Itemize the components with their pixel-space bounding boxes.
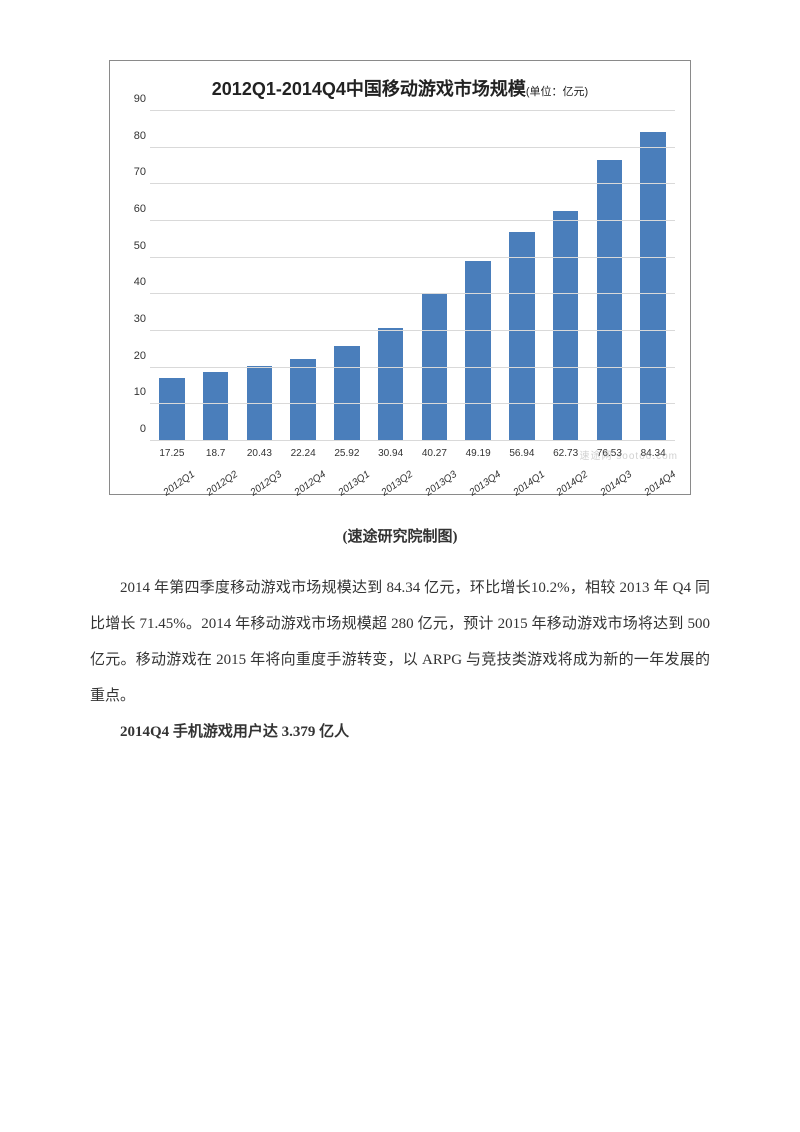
- chart-bar-wrap: 49.19: [460, 261, 497, 441]
- chart-bar: [553, 211, 579, 441]
- chart-y-tick: 10: [122, 386, 146, 398]
- chart-y-tick: 60: [122, 203, 146, 215]
- paragraph-text: 2014 年第四季度移动游戏市场规模达到 84.34 亿元，环比增长10.2%，…: [90, 580, 710, 704]
- chart-x-label: 2013Q3: [423, 469, 459, 499]
- chart-bar-wrap: 84.34: [635, 132, 672, 441]
- chart-x-label: 2014Q4: [641, 469, 677, 499]
- chart-x-axis-labels: 2012Q12012Q22012Q32012Q42013Q12013Q22013…: [150, 463, 675, 474]
- chart-bar-wrap: 56.94: [504, 232, 541, 441]
- chart-x-label: 2014Q2: [554, 469, 590, 499]
- chart-bar-value-label: 17.25: [159, 448, 184, 459]
- chart-bar: [640, 132, 666, 441]
- chart-caption: (速途研究院制图): [90, 525, 710, 546]
- chart-bar-value-label: 56.94: [509, 448, 534, 459]
- chart-bar-value-label: 22.24: [291, 448, 316, 459]
- chart-gridline: [150, 440, 675, 441]
- chart-bars: 17.2518.720.4322.2425.9230.9440.2749.195…: [150, 111, 675, 441]
- chart-container: 2012Q1-2014Q4中国移动游戏市场规模(单位：亿元) 17.2518.7…: [109, 60, 691, 495]
- body-paragraph: 2014 年第四季度移动游戏市场规模达到 84.34 亿元，环比增长10.2%，…: [90, 570, 710, 714]
- chart-y-tick: 40: [122, 276, 146, 288]
- chart-gridline: [150, 367, 675, 368]
- chart-gridline: [150, 220, 675, 221]
- document-page: 2012Q1-2014Q4中国移动游戏市场规模(单位：亿元) 17.2518.7…: [0, 0, 800, 790]
- chart-y-tick: 20: [122, 350, 146, 362]
- chart-bar-value-label: 25.92: [334, 448, 359, 459]
- chart-x-label: 2012Q4: [291, 469, 327, 499]
- chart-x-label: 2012Q2: [204, 469, 240, 499]
- chart-x-label: 2013Q1: [335, 469, 371, 499]
- chart-bar-value-label: 20.43: [247, 448, 272, 459]
- chart-bar-wrap: 76.53: [591, 160, 628, 441]
- chart-watermark: 速途网 sootoo.com: [580, 447, 678, 462]
- chart-title-unit: (单位：亿元): [526, 86, 588, 98]
- chart-y-tick: 90: [122, 93, 146, 105]
- chart-x-label: 2014Q1: [510, 469, 546, 499]
- chart-gridline: [150, 183, 675, 184]
- chart-bar: [465, 261, 491, 441]
- chart-bar-wrap: 30.94: [372, 328, 409, 441]
- chart-x-label: 2013Q4: [466, 469, 502, 499]
- chart-bar-value-label: 49.19: [466, 448, 491, 459]
- chart-bar: [203, 372, 229, 441]
- chart-x-label: 2014Q3: [598, 469, 634, 499]
- chart-bar: [597, 160, 623, 441]
- chart-bar-wrap: 17.25: [154, 378, 191, 441]
- chart-x-label: 2013Q2: [379, 469, 415, 499]
- chart-gridline: [150, 110, 675, 111]
- chart-plot-area: 17.2518.720.4322.2425.9230.9440.2749.195…: [150, 111, 675, 441]
- chart-y-tick: 70: [122, 166, 146, 178]
- chart-gridline: [150, 293, 675, 294]
- chart-bar: [509, 232, 535, 441]
- chart-y-tick: 30: [122, 313, 146, 325]
- chart-y-tick: 80: [122, 130, 146, 142]
- sub-heading-text: 2014Q4 手机游戏用户达 3.379 亿人: [120, 724, 349, 740]
- chart-bar: [334, 346, 360, 441]
- chart-x-label: 2012Q3: [248, 469, 284, 499]
- chart-title: 2012Q1-2014Q4中国移动游戏市场规模(单位：亿元): [120, 75, 680, 101]
- chart-bar: [378, 328, 404, 441]
- chart-x-label: 2012Q1: [160, 469, 196, 499]
- chart-bar: [290, 359, 316, 441]
- chart-gridline: [150, 147, 675, 148]
- chart-bar-value-label: 62.73: [553, 448, 578, 459]
- chart-title-main: 2012Q1-2014Q4中国移动游戏市场规模: [212, 79, 526, 99]
- chart-bar-value-label: 30.94: [378, 448, 403, 459]
- chart-bar-wrap: 25.92: [329, 346, 366, 441]
- chart-bar-value-label: 40.27: [422, 448, 447, 459]
- sub-heading: 2014Q4 手机游戏用户达 3.379 亿人: [90, 714, 710, 750]
- chart-bar-wrap: 62.73: [547, 211, 584, 441]
- chart-y-tick: 50: [122, 240, 146, 252]
- chart-gridline: [150, 403, 675, 404]
- chart-gridline: [150, 257, 675, 258]
- chart-bar-wrap: 18.7: [197, 372, 234, 441]
- chart-gridline: [150, 330, 675, 331]
- chart-bar-value-label: 18.7: [206, 448, 225, 459]
- chart-bar-wrap: 22.24: [285, 359, 322, 441]
- chart-y-tick: 0: [122, 423, 146, 435]
- chart-bar: [159, 378, 185, 441]
